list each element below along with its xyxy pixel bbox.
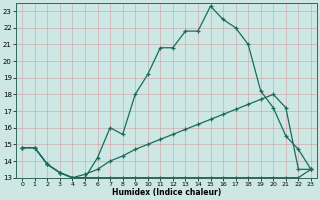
- X-axis label: Humidex (Indice chaleur): Humidex (Indice chaleur): [112, 188, 221, 197]
